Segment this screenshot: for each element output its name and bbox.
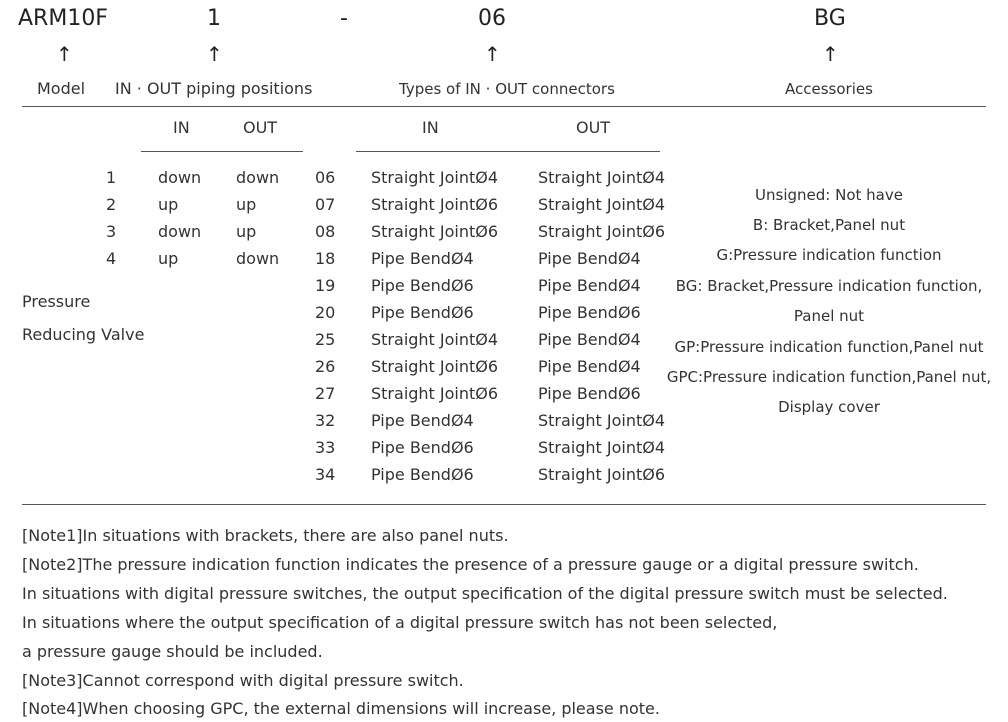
- connector-out: Straight JointØ4: [538, 168, 666, 187]
- header-accessories: Accessories: [785, 80, 873, 98]
- connector-out: Pipe BendØ6: [538, 384, 641, 403]
- connector-in: Pipe BendØ6: [371, 438, 474, 457]
- accessory-line: GP:Pressure indication function,Panel nu…: [674, 338, 984, 356]
- accessory-line: B: Bracket,Panel nut: [752, 216, 906, 234]
- connector-in: Pipe BendØ4: [371, 411, 474, 430]
- connectors-sub-divider: [356, 151, 660, 152]
- header-divider: [22, 106, 986, 107]
- connector-out: Pipe BendØ4: [538, 249, 641, 268]
- accessory-line: GPC:Pressure indication function,Panel n…: [666, 368, 992, 386]
- connector-in: Pipe BendØ6: [371, 276, 474, 295]
- header-model: Model: [37, 79, 86, 98]
- accessory-line: Panel nut: [793, 307, 865, 325]
- positions-out-header: OUT: [243, 118, 278, 137]
- note-line: [Note1]In situations with brackets, ther…: [22, 526, 509, 545]
- position-out: up: [236, 195, 257, 214]
- connector-code: 32: [315, 411, 336, 430]
- position-code: 3: [106, 222, 117, 241]
- accessory-line: Unsigned: Not have: [755, 186, 903, 204]
- position-in: down: [158, 222, 202, 241]
- position-code: 2: [106, 195, 117, 214]
- arrow-up-icon: ↑: [206, 42, 223, 66]
- header-positions: IN · OUT piping positions: [115, 79, 313, 98]
- connector-code: 27: [315, 384, 336, 403]
- connectors-in-header: IN: [422, 118, 439, 137]
- position-out: up: [236, 222, 257, 241]
- code-model: ARM10F: [18, 6, 108, 31]
- accessory-line: BG: Bracket,Pressure indication function…: [675, 277, 983, 295]
- note-line: [Note4]When choosing GPC, the external d…: [22, 699, 660, 718]
- note-line: In situations with digital pressure swit…: [22, 584, 948, 603]
- connector-out: Pipe BendØ6: [538, 303, 641, 322]
- connector-code: 19: [315, 276, 336, 295]
- connector-out: Pipe BendØ4: [538, 276, 641, 295]
- positions-in-header: IN: [173, 118, 190, 137]
- model-name-line2: Reducing Valve: [22, 325, 145, 344]
- connector-code: 08: [315, 222, 336, 241]
- connector-out: Pipe BendØ4: [538, 357, 641, 376]
- code-dash: -: [340, 6, 348, 31]
- note-line: [Note2]The pressure indication function …: [22, 555, 919, 574]
- arrow-up-icon: ↑: [56, 42, 73, 66]
- note-line: In situations where the output specifica…: [22, 613, 778, 632]
- notes-divider: [22, 504, 986, 505]
- connector-in: Straight JointØ6: [371, 195, 499, 214]
- connector-out: Straight JointØ6: [538, 465, 666, 484]
- connector-in: Straight JointØ4: [371, 168, 499, 187]
- connector-code: 20: [315, 303, 336, 322]
- connector-code: 06: [315, 168, 336, 187]
- connector-code: 25: [315, 330, 336, 349]
- connectors-out-header: OUT: [576, 118, 611, 137]
- header-connectors: Types of IN · OUT connectors: [399, 80, 615, 98]
- connector-out: Straight JointØ4: [538, 438, 666, 457]
- connector-out: Straight JointØ4: [538, 411, 666, 430]
- code-accessories: BG: [814, 6, 846, 31]
- arrow-up-icon: ↑: [484, 42, 501, 66]
- position-out: down: [236, 168, 280, 187]
- position-code: 1: [106, 168, 117, 187]
- connector-in: Straight JointØ6: [371, 222, 499, 241]
- position-in: down: [158, 168, 202, 187]
- position-in: up: [158, 195, 179, 214]
- connector-in: Pipe BendØ4: [371, 249, 474, 268]
- connector-in: Pipe BendØ6: [371, 465, 474, 484]
- note-line: [Note3]Cannot correspond with digital pr…: [22, 671, 464, 690]
- connector-out: Pipe BendØ4: [538, 330, 641, 349]
- arrow-up-icon: ↑: [822, 42, 839, 66]
- connector-in: Straight JointØ4: [371, 330, 499, 349]
- note-line: a pressure gauge should be included.: [22, 642, 323, 661]
- connector-code: 07: [315, 195, 336, 214]
- connector-in: Pipe BendØ6: [371, 303, 474, 322]
- connector-code: 18: [315, 249, 336, 268]
- code-connectors: 06: [478, 6, 506, 31]
- code-positions: 1: [207, 6, 221, 31]
- model-name-line1: Pressure: [22, 292, 91, 311]
- position-code: 4: [106, 249, 117, 268]
- positions-sub-divider: [141, 151, 303, 152]
- connector-in: Straight JointØ6: [371, 384, 499, 403]
- position-out: down: [236, 249, 280, 268]
- position-in: up: [158, 249, 179, 268]
- connector-code: 33: [315, 438, 336, 457]
- connector-out: Straight JointØ6: [538, 222, 666, 241]
- connector-code: 34: [315, 465, 336, 484]
- connector-out: Straight JointØ4: [538, 195, 666, 214]
- accessory-line: Display cover: [778, 398, 880, 416]
- connector-in: Straight JointØ6: [371, 357, 499, 376]
- accessory-line: G:Pressure indication function: [716, 246, 942, 264]
- connector-code: 26: [315, 357, 336, 376]
